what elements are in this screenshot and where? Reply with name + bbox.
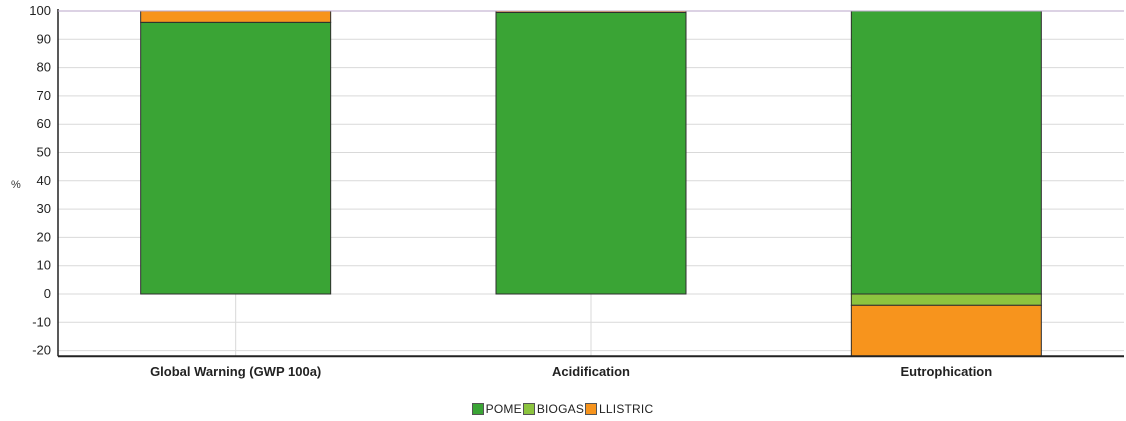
bar-pome-3[interactable] [850, 10, 1042, 295]
bar-pome-1[interactable] [140, 21, 332, 295]
legend-swatch-pome [471, 403, 484, 415]
legend: POME BIOGAS LLISTRIC [0, 402, 1126, 416]
x-category-label: Eutrophication [900, 364, 992, 379]
y-tick-label: -10 [32, 314, 51, 329]
y-tick-label: 100 [29, 3, 51, 18]
y-axis-label: % [11, 179, 21, 191]
legend-item-pome[interactable]: POME [471, 402, 523, 416]
y-tick-label: 70 [37, 88, 51, 103]
bar-pome-2[interactable] [495, 11, 687, 295]
legend-label-biogas: BIOGAS [536, 402, 585, 416]
legend-item-llistric[interactable]: LLISTRIC [585, 402, 654, 416]
axes [57, 9, 1124, 358]
y-tick-label: 90 [37, 31, 51, 46]
legend-label-llistric: LLISTRIC [599, 402, 654, 416]
legend-swatch-biogas [522, 403, 535, 415]
y-tick-label: 10 [37, 258, 51, 273]
x-category-label: Acidification [552, 364, 630, 379]
x-category-labels: Global Warning (GWP 100a) Acidification Eu… [150, 364, 992, 379]
bar-llistric-1[interactable] [140, 10, 332, 23]
legend-label-pome: POME [485, 402, 522, 416]
bars [140, 10, 1042, 357]
y-tick-label: -20 [32, 343, 51, 358]
y-tick-label: 60 [37, 116, 51, 131]
legend-item-biogas[interactable]: BIOGAS [522, 402, 585, 416]
y-tick-label: 0 [44, 286, 51, 301]
y-tick-label: 30 [37, 201, 51, 216]
y-tick-label: 50 [37, 145, 51, 160]
y-tick-label: 40 [37, 173, 51, 188]
x-category-label: Global Warning (GWP 100a) [150, 364, 321, 379]
bar-biogas-3[interactable] [850, 293, 1042, 306]
y-tick-label: 80 [37, 60, 51, 75]
y-tick-label: 20 [37, 229, 51, 244]
legend-swatch-llistric [585, 403, 598, 415]
bar-llistric-3[interactable] [850, 304, 1042, 357]
